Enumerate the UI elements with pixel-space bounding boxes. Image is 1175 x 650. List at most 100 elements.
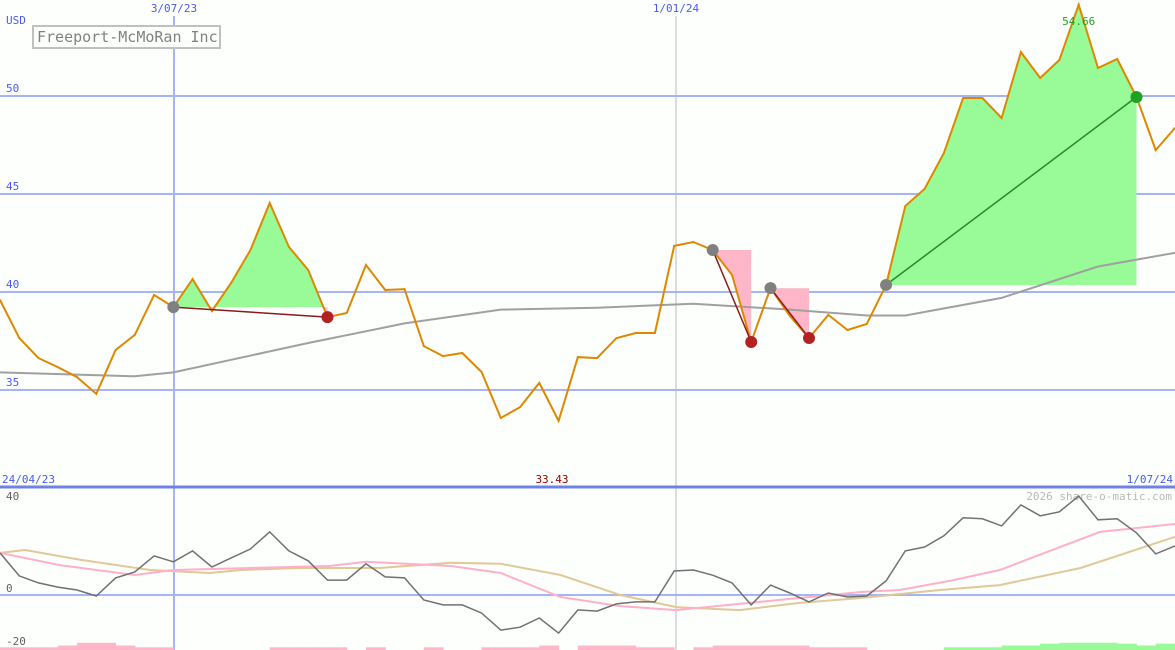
trade-exit-dot [803, 332, 816, 345]
price-point [519, 406, 522, 409]
histogram-bar [1117, 643, 1137, 650]
histogram-bar [77, 642, 97, 650]
price-point [730, 273, 733, 276]
price-point [673, 244, 676, 247]
histogram-bar [520, 647, 540, 650]
trade-entry-dot [706, 244, 719, 257]
price-point [76, 376, 79, 379]
trade-line [885, 96, 1137, 286]
price-point [287, 245, 290, 248]
price-point [230, 281, 233, 284]
price-point [249, 249, 252, 252]
price-point [461, 351, 464, 354]
histogram-bar [963, 647, 983, 650]
y-tick-label: 35 [6, 376, 19, 389]
histogram-bar [1136, 645, 1157, 650]
histogram-bar [712, 645, 733, 650]
histogram-bar [288, 647, 309, 650]
price-point [153, 293, 156, 296]
moving-average-line [0, 251, 1175, 378]
histogram-bar [96, 642, 117, 650]
trade-entry-dot [880, 278, 893, 291]
date-marker-label: 1/01/24 [653, 2, 700, 15]
trade-line [712, 249, 752, 343]
histogram-bar [134, 647, 155, 650]
price-point [18, 337, 21, 340]
trade-gain-area [886, 4, 1137, 285]
histogram-bar [1020, 645, 1041, 650]
price-point [576, 356, 579, 359]
price-point [923, 187, 926, 190]
oscillator-tick-label: -20 [6, 635, 26, 648]
price-point [615, 337, 618, 340]
price-point [403, 288, 406, 291]
oscillator-tick-label: 0 [6, 582, 13, 595]
trade-entry-dot [167, 301, 180, 314]
price-point [981, 96, 984, 99]
y-tick-label: 40 [6, 278, 19, 291]
currency-label: USD [6, 14, 26, 27]
trade-exit-dot [321, 311, 334, 324]
histogram-bar [1155, 643, 1175, 650]
price-point [1000, 116, 1003, 119]
fast-signal-line [0, 523, 1175, 612]
price-point [1116, 57, 1119, 60]
price-point [268, 202, 271, 205]
histogram-bar [19, 647, 40, 650]
histogram-bar [731, 645, 752, 650]
histogram-bar [1059, 642, 1080, 650]
price-point [56, 366, 59, 369]
histogram-bar [1040, 643, 1060, 650]
histogram-bar [481, 647, 502, 650]
histogram-bar [539, 645, 560, 650]
trade-exit-dot [1130, 90, 1143, 103]
price-point [1096, 66, 1099, 69]
price-point [538, 381, 541, 384]
price-point [1039, 76, 1042, 79]
price-point [210, 310, 213, 313]
chart-title: Freeport-McMoRan Inc [32, 25, 221, 49]
price-point [827, 313, 830, 316]
histogram-bar [365, 647, 386, 650]
histogram-bar [693, 647, 714, 650]
histogram-bar [635, 647, 656, 650]
price-point [133, 333, 136, 336]
price-point [37, 357, 40, 360]
histogram-bar [751, 645, 771, 650]
price-point [364, 263, 367, 266]
watermark: 2026 share-o-matic.com [1026, 490, 1172, 503]
price-point [865, 322, 868, 325]
trade-line [769, 287, 810, 339]
histogram-bar [847, 647, 868, 650]
price-point [499, 417, 502, 420]
price-point [95, 392, 98, 395]
price-point [634, 331, 637, 334]
histogram-bar [1078, 642, 1099, 650]
price-point [962, 96, 965, 99]
histogram-bar [500, 647, 521, 650]
histogram-bar [423, 647, 444, 650]
start-date-label: 24/04/23 [2, 473, 55, 486]
y-tick-label: 45 [6, 180, 19, 193]
histogram-bar [115, 645, 136, 650]
price-point [557, 419, 560, 422]
price-point [692, 241, 695, 244]
end-date-label: 1/07/24 [1127, 473, 1174, 486]
histogram-bar [809, 647, 829, 650]
min-price-label: 33.43 [535, 473, 568, 486]
price-point [384, 289, 387, 292]
histogram-bar [982, 647, 1003, 650]
histogram-bar [57, 645, 78, 650]
slow-signal-line [0, 535, 1175, 612]
histogram-bar [616, 645, 637, 650]
histogram-bar [0, 647, 20, 650]
trade-entry-dot [764, 282, 777, 295]
histogram-bar [577, 645, 598, 650]
y-tick-label: 50 [6, 82, 19, 95]
histogram-bar [1097, 642, 1118, 650]
oscillator-line [0, 494, 1175, 635]
price-point [0, 299, 1, 302]
price-line [0, 1, 1175, 424]
price-point [846, 329, 849, 332]
histogram-bar [654, 647, 675, 650]
